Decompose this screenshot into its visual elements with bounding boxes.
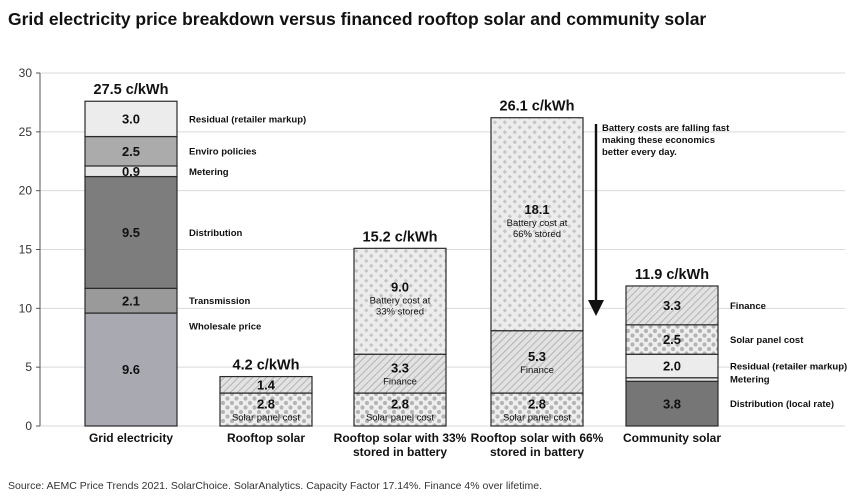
segment-value-label: 2.5 xyxy=(122,144,140,159)
segment-value-label: 5.3 xyxy=(528,349,546,364)
segment-callout: Distribution (local rate) xyxy=(730,399,834,410)
x-category-label: stored in battery xyxy=(353,445,447,459)
segment-sub-label: Solar panel cost xyxy=(366,413,434,424)
x-category-label: Community solar xyxy=(623,431,721,445)
source-note: Source: AEMC Price Trends 2021. SolarCho… xyxy=(8,480,542,492)
segment-value-label: 18.1 xyxy=(524,202,549,217)
bar-stack-2 xyxy=(353,247,447,427)
bar-stack-1 xyxy=(219,375,313,427)
y-tick-label: 20 xyxy=(19,184,33,198)
bar-segment xyxy=(84,100,178,138)
segment-callout: Enviro policies xyxy=(189,147,257,158)
y-tick-label: 30 xyxy=(19,66,33,80)
bar-segment xyxy=(490,330,584,394)
y-axis: 0 5 10 15 20 25 30 xyxy=(19,66,41,433)
segment-value-label: 2.5 xyxy=(663,332,681,347)
x-category-label: Rooftop solar xyxy=(227,431,305,445)
segment-value-label: 2.8 xyxy=(528,397,546,412)
bar-segment xyxy=(625,380,719,427)
segment-value-label: 2.1 xyxy=(122,293,140,308)
bar-segment xyxy=(490,117,584,332)
bar-stack-0 xyxy=(84,100,178,427)
segment-callout: Transmission xyxy=(189,296,250,307)
bar-segment xyxy=(625,324,719,355)
bar-total-label: 26.1 c/kWh xyxy=(500,99,575,115)
x-category-label: Rooftop solar with 33% xyxy=(334,431,467,445)
annotation-line-1: Battery costs are falling fast xyxy=(602,123,730,134)
down-arrow-head xyxy=(588,300,604,316)
segment-value-label: 3.0 xyxy=(122,112,140,127)
bar-total-label: 4.2 c/kWh xyxy=(233,358,300,374)
segment-value-label: 0.9 xyxy=(122,164,140,179)
bar-segment xyxy=(353,353,447,394)
annotation-line-3: better every day. xyxy=(602,147,677,158)
segment-value-label: 3.3 xyxy=(663,298,681,313)
bar-labels: 9.6 Wholesale price 2.1 Transmission 9.5 Dist… xyxy=(89,82,847,459)
segment-value-label: 3.3 xyxy=(391,361,409,376)
segment-value-label: 3.8 xyxy=(663,396,681,411)
segment-callout: Wholesale price xyxy=(189,321,261,332)
segment-value-label: 9.5 xyxy=(122,225,140,240)
bar-segment xyxy=(625,285,719,326)
x-category-label: stored in battery xyxy=(490,445,584,459)
segment-value-label: 1.4 xyxy=(257,377,276,392)
segment-sub-label: Battery cost at xyxy=(370,295,431,306)
bars xyxy=(84,100,719,427)
bar-stack-4 xyxy=(625,285,719,427)
y-tick-label: 15 xyxy=(19,243,33,257)
segment-sub-label: Finance xyxy=(520,365,554,376)
segment-callout: Metering xyxy=(189,167,229,178)
segment-sub-label: 66% stored xyxy=(513,229,561,240)
bar-segment xyxy=(84,312,178,427)
annotation-line-2: making these economics xyxy=(602,135,715,146)
bar-segment xyxy=(219,392,313,427)
segment-sub-label: Finance xyxy=(383,377,417,388)
segment-callout: Distribution xyxy=(189,228,242,239)
segment-callout: Finance xyxy=(730,301,766,312)
battery-annotation: Battery costs are falling fast making th… xyxy=(588,123,730,316)
segment-value-label: 2.8 xyxy=(257,397,275,412)
segment-value-label: 2.8 xyxy=(391,397,409,412)
segment-sub-label: Solar panel cost xyxy=(503,413,571,424)
segment-callout: Metering xyxy=(730,374,770,385)
y-tick-label: 10 xyxy=(19,301,33,315)
y-tick-label: 5 xyxy=(25,360,32,374)
segment-sub-label: 33% stored xyxy=(376,306,424,317)
bar-segment xyxy=(84,175,178,289)
bar-total-label: 11.9 c/kWh xyxy=(635,267,709,283)
bar-segment xyxy=(353,247,447,355)
x-category-label: Rooftop solar with 66% xyxy=(471,431,604,445)
bar-total-label: 15.2 c/kWh xyxy=(363,229,438,245)
chart-title: Grid electricity price breakdown versus … xyxy=(8,9,706,29)
segment-callout: Residual (retailer markup) xyxy=(189,114,306,125)
segment-value-label: 9.6 xyxy=(122,362,140,377)
x-category-label: Grid electricity xyxy=(89,431,173,445)
bar-segment xyxy=(219,375,313,394)
segment-value-label: 2.0 xyxy=(663,359,681,374)
segment-value-label: 9.0 xyxy=(391,279,409,294)
segment-callout: Residual (retailer markup) xyxy=(730,361,847,372)
segment-callout: Solar panel cost xyxy=(730,335,804,346)
y-tick-label: 0 xyxy=(25,419,32,433)
bar-segment xyxy=(490,392,584,427)
segment-sub-label: Solar panel cost xyxy=(232,413,300,424)
bar-stack-3 xyxy=(490,117,584,427)
segment-sub-label: Battery cost at xyxy=(507,218,568,229)
bar-total-label: 27.5 c/kWh xyxy=(94,82,169,98)
y-tick-label: 25 xyxy=(19,125,33,139)
